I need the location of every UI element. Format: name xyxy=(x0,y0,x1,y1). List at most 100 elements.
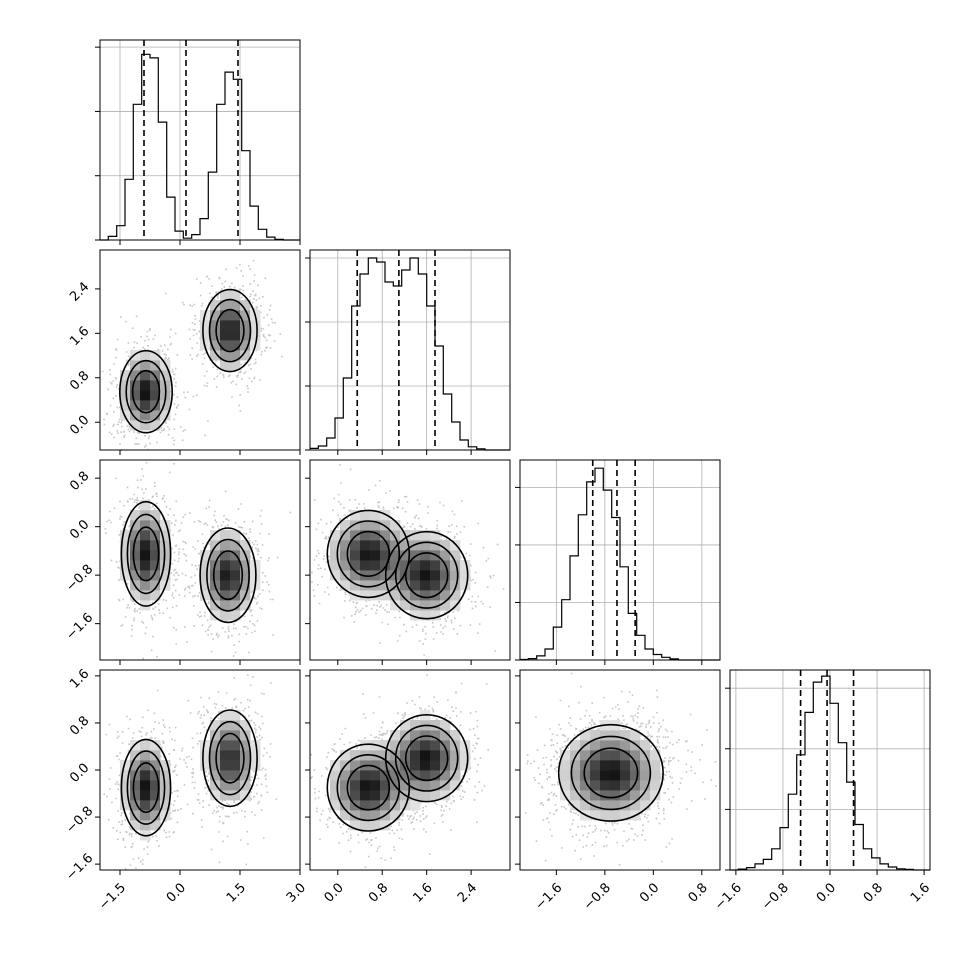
density-cell xyxy=(590,790,601,801)
density-cell xyxy=(420,570,431,581)
density-cell xyxy=(610,740,621,751)
density-cell xyxy=(390,530,401,541)
histogram-step-p2 xyxy=(520,467,720,661)
density-cell xyxy=(160,400,171,411)
density-cell xyxy=(230,610,241,621)
density-cell xyxy=(120,570,131,581)
density-cell xyxy=(600,790,611,801)
density-cell xyxy=(330,560,341,571)
density-cell xyxy=(200,750,211,761)
density-cell xyxy=(430,610,441,621)
density-cell xyxy=(140,580,151,591)
density-cell xyxy=(440,590,451,601)
density-cell xyxy=(410,750,421,761)
density-cell xyxy=(630,760,641,771)
density-cell xyxy=(410,580,421,591)
density-cell xyxy=(390,770,401,781)
density-cell xyxy=(240,340,251,351)
density-cell xyxy=(120,550,131,561)
density-cell xyxy=(150,570,161,581)
density-cell xyxy=(600,730,611,741)
density-cell xyxy=(230,780,241,791)
density-cell xyxy=(120,770,131,781)
density-cell xyxy=(420,780,431,791)
density-cell xyxy=(120,780,131,791)
density-cell xyxy=(410,780,421,791)
density-cell xyxy=(220,540,231,551)
density-cell xyxy=(620,740,631,751)
density-cell xyxy=(410,610,421,621)
density-cell xyxy=(140,740,151,751)
density-cell xyxy=(580,750,591,761)
density-cell xyxy=(210,320,221,331)
density-cell xyxy=(220,360,231,371)
density-cell xyxy=(560,770,571,781)
density-cell xyxy=(150,590,161,601)
density-cell xyxy=(420,770,431,781)
density-cell xyxy=(120,760,131,771)
density-cell xyxy=(150,810,161,821)
density-cell xyxy=(140,800,151,811)
density-cell xyxy=(140,540,151,551)
density-cell xyxy=(230,760,241,771)
density-cell xyxy=(360,530,371,541)
density-cell xyxy=(160,530,171,541)
density-cell xyxy=(590,730,601,741)
density-cell xyxy=(150,740,161,751)
x-tick-label: 1.6 xyxy=(410,880,435,905)
density-cell xyxy=(570,780,581,791)
density-cell xyxy=(400,770,411,781)
density-cell xyxy=(390,540,401,551)
density-cell xyxy=(620,780,631,791)
density-cell xyxy=(350,540,361,551)
density-contour xyxy=(212,550,244,601)
density-cell xyxy=(630,750,641,761)
density-cell xyxy=(610,750,621,761)
density-cell xyxy=(390,580,401,591)
density-contour xyxy=(132,526,160,582)
density-cell xyxy=(380,560,391,571)
x-tick-label: 3.0 xyxy=(284,880,309,905)
density-cell xyxy=(240,600,251,611)
density-cell xyxy=(150,780,161,791)
density-cell xyxy=(360,790,371,801)
density-cell xyxy=(370,540,381,551)
density-cell xyxy=(450,590,461,601)
density-cell xyxy=(420,790,431,801)
density-cell xyxy=(450,560,461,571)
density-cell xyxy=(610,770,621,781)
density-cell xyxy=(390,810,401,821)
density-cell xyxy=(160,540,171,551)
density-cell xyxy=(220,570,231,581)
density-cell xyxy=(220,550,231,561)
density-cell xyxy=(400,600,411,611)
density-cell xyxy=(220,330,231,341)
density-cell xyxy=(390,520,401,531)
density-cell xyxy=(220,590,231,601)
density-cell xyxy=(350,520,361,531)
density-cell xyxy=(220,600,231,611)
density-cell xyxy=(630,730,641,741)
density-cell xyxy=(210,300,221,311)
density-cell xyxy=(330,790,341,801)
density-cell xyxy=(360,510,371,521)
density-cell xyxy=(620,770,631,781)
density-cell xyxy=(330,770,341,781)
ticks-layer xyxy=(95,46,925,875)
density-cell xyxy=(430,530,441,541)
density-cell xyxy=(130,380,141,391)
density-cell xyxy=(380,530,391,541)
density-cell xyxy=(390,590,401,601)
density-cell xyxy=(430,580,441,591)
density-cell xyxy=(610,780,621,791)
density-cell xyxy=(650,790,661,801)
x-tick-label: 1.6 xyxy=(908,880,933,905)
density-cell xyxy=(220,530,231,541)
density-contour xyxy=(119,349,174,434)
density-cell xyxy=(360,580,371,591)
density-contour xyxy=(346,764,391,811)
density-cell xyxy=(210,550,221,561)
panel-frame xyxy=(99,39,301,241)
density-cell xyxy=(410,570,421,581)
density-cell xyxy=(140,400,151,411)
